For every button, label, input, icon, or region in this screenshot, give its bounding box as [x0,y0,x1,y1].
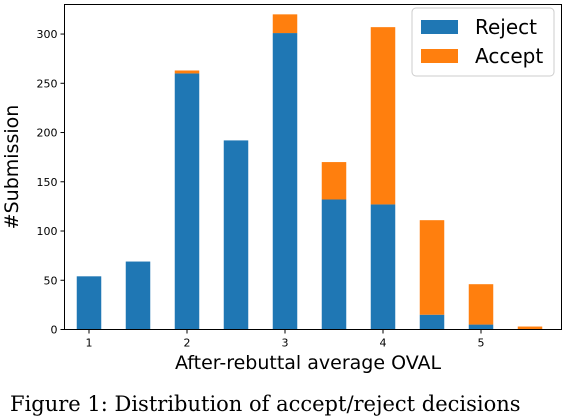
plot-frame [64,4,562,330]
bar-accept-4 [370,27,396,205]
bar-accept-3 [272,14,298,34]
y-tick-label: 100 [37,225,58,238]
x-tick-label: 3 [282,337,289,350]
bar-reject-4_5 [419,314,445,330]
x-tick-label: 1 [86,337,93,350]
bar-accept-5_5 [517,326,543,330]
y-tick-label: 200 [37,127,58,140]
bar-reject-3_5 [321,199,347,330]
figure-caption: Figure 1: Distribution of accept/reject … [10,392,521,416]
x-axis-ticks: 1 2 3 4 5 [86,329,485,350]
x-tick-label: 2 [184,337,191,350]
bar-reject-2 [174,73,200,330]
y-tick-label: 250 [37,77,58,90]
x-axis-label: After-rebuttal average OVAL [175,352,442,374]
y-axis-ticks: 0 50 100 150 200 250 300 [37,28,65,337]
legend-swatch-reject [421,20,458,34]
bar-reject-1 [76,276,102,330]
y-axis-label: #Submission [1,105,23,230]
bars [76,14,543,330]
chart: 0 50 100 150 200 250 300 1 2 3 4 5 After-rebuttal … [1,4,562,374]
y-tick-label: 150 [37,176,58,189]
y-tick-label: 0 [51,324,58,337]
bar-reject-5 [468,324,494,330]
bar-reject-1_5 [125,261,151,330]
legend-label-accept: Accept [475,44,543,68]
y-tick-label: 50 [44,274,58,287]
bar-accept-3_5 [321,162,347,200]
bar-reject-2_5 [223,140,249,330]
legend-swatch-accept [421,49,458,63]
bar-reject-3 [272,33,298,330]
bar-reject-4 [370,204,396,330]
legend: Reject Accept [411,7,555,77]
bar-accept-5 [468,284,494,325]
x-tick-label: 4 [380,337,387,350]
x-tick-label: 5 [478,337,485,350]
bar-accept-2 [174,70,200,74]
bar-accept-4_5 [419,220,445,315]
y-tick-label: 300 [37,28,58,41]
axes [64,4,562,330]
legend-label-reject: Reject [475,15,537,39]
